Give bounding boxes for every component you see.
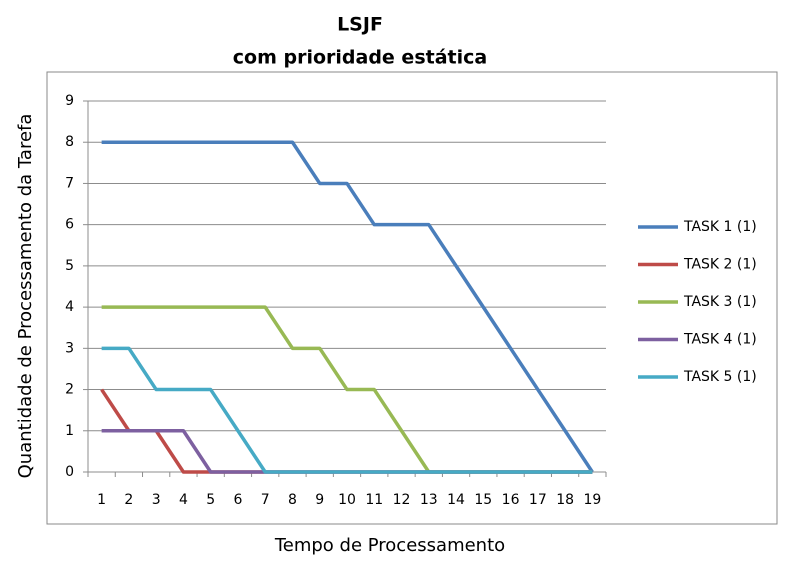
x-tick-label: 18 (556, 492, 574, 508)
legend-label: TASK 2 (1) (683, 257, 757, 273)
series-line (101, 346, 593, 474)
y-tick-label: 5 (65, 258, 74, 274)
chart-subtitle: com prioridade estática (233, 47, 487, 69)
x-tick-label: 16 (502, 492, 520, 508)
x-tick-label: 11 (365, 492, 383, 508)
x-tick-label: 4 (179, 492, 188, 508)
y-tick-label: 7 (65, 175, 74, 191)
y-tick-label: 0 (65, 464, 74, 480)
y-tick-label: 8 (65, 134, 74, 150)
y-tick-label: 6 (65, 217, 74, 233)
legend-label: TASK 5 (1) (683, 369, 757, 385)
legend-label: TASK 1 (1) (683, 219, 757, 235)
series-line (101, 140, 594, 473)
x-tick-label: 8 (288, 492, 297, 508)
x-tick-label: 1 (97, 492, 106, 508)
y-tick-label: 3 (65, 340, 74, 356)
x-tick-label: 5 (206, 492, 215, 508)
series-line (101, 429, 593, 474)
y-tick-label: 9 (65, 93, 74, 109)
legend-label: TASK 3 (1) (683, 294, 757, 310)
x-tick-label: 6 (233, 492, 242, 508)
x-tick-label: 17 (529, 492, 547, 508)
chart-border (46, 71, 778, 525)
x-tick-label: 9 (315, 492, 324, 508)
x-tick-label: 19 (583, 492, 601, 508)
x-tick-label: 2 (124, 492, 133, 508)
x-tick-label: 15 (474, 492, 492, 508)
chart-title: LSJF (337, 14, 383, 36)
y-axis-label: Quantidade de Processamento da Tarefa (15, 114, 36, 479)
y-tick-label: 2 (65, 382, 74, 398)
x-tick-label: 14 (447, 492, 465, 508)
x-tick-label: 7 (261, 492, 270, 508)
y-tick-label: 1 (65, 423, 74, 439)
x-axis-label: Tempo de Processamento (274, 535, 505, 556)
x-tick-label: 13 (420, 492, 438, 508)
x-tick-label: 12 (393, 492, 411, 508)
x-tick-label: 3 (152, 492, 161, 508)
legend-label: TASK 4 (1) (683, 332, 757, 348)
y-tick-label: 4 (65, 299, 74, 315)
x-tick-label: 10 (338, 492, 356, 508)
